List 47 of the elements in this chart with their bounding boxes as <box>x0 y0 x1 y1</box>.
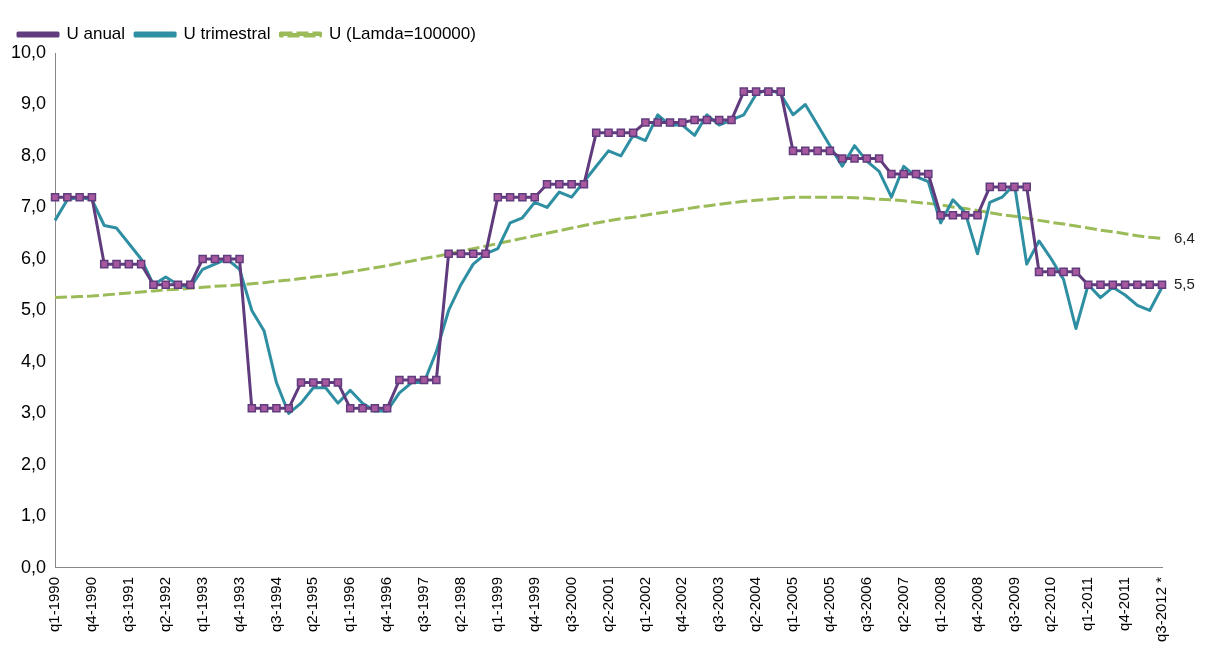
x-tick-label: q4-2005 <box>820 576 838 633</box>
y-tick-label: 6,0 <box>21 247 47 268</box>
x-tick-label: q4-1996 <box>377 576 395 633</box>
x-tick-label: q1-1999 <box>487 576 505 633</box>
x-tick-label: q3-2000 <box>561 576 579 633</box>
x-tick-label: q2-2010 <box>1041 576 1059 633</box>
x-tick-label: q3-2012 * <box>1152 576 1170 643</box>
x-tick-label: q2-2004 <box>746 576 764 633</box>
annotation: 5,5 <box>1174 274 1195 292</box>
y-tick-label: 3,0 <box>21 402 47 423</box>
y-tick-label: 8,0 <box>21 144 47 165</box>
y-tick-label: 1,0 <box>21 505 47 526</box>
legend-label: U (Lamda=100000) <box>328 24 476 44</box>
x-tick-label: q3-1991 <box>118 576 136 633</box>
y-tick-label: 2,0 <box>21 453 47 474</box>
x-tick-label: q1-2011 <box>1078 576 1096 631</box>
y-tick-label: 4,0 <box>21 350 47 371</box>
annotation: 6,4 <box>1174 228 1195 246</box>
x-tick-label: q2-1995 <box>303 576 321 633</box>
x-tick-label: q3-1997 <box>414 576 432 633</box>
x-tick-label: q3-2009 <box>1004 576 1022 633</box>
y-tick-label: 7,0 <box>21 196 47 217</box>
x-tick-label: q4-2008 <box>967 576 985 633</box>
x-tick-label: q4-1999 <box>524 576 542 633</box>
x-tick-label: q2-2007 <box>893 576 911 633</box>
legend-label: U anual <box>66 24 126 44</box>
x-tick-label: q4-2011 <box>1115 576 1133 631</box>
x-tick-label: q2-1992 <box>155 576 173 633</box>
x-tick-label: q4-2002 <box>672 576 690 633</box>
x-tick-label: q1-1990 <box>45 576 63 633</box>
x-tick-label: q2-1998 <box>451 576 469 633</box>
x-tick-label: q1-1996 <box>340 576 358 633</box>
x-tick-label: q1-1993 <box>192 576 210 633</box>
x-tick-label: q1-2005 <box>783 576 801 633</box>
x-tick-label: q4-1990 <box>82 576 100 633</box>
y-tick-label: 9,0 <box>21 93 47 114</box>
x-tick-label: q3-2006 <box>856 576 874 633</box>
y-tick-label: 10,0 <box>10 41 47 62</box>
x-tick-label: q3-1994 <box>266 576 284 633</box>
x-tick-label: q1-2002 <box>635 576 653 633</box>
y-tick-label: 0,0 <box>21 556 47 577</box>
y-tick-label: 5,0 <box>21 299 47 320</box>
x-tick-label: q3-2003 <box>709 576 727 633</box>
x-tick-label: q1-2008 <box>930 576 948 633</box>
x-tick-label: q2-2001 <box>598 576 616 633</box>
x-tick-label: q4-1993 <box>229 576 247 633</box>
legend-label: U trimestral <box>183 24 271 44</box>
